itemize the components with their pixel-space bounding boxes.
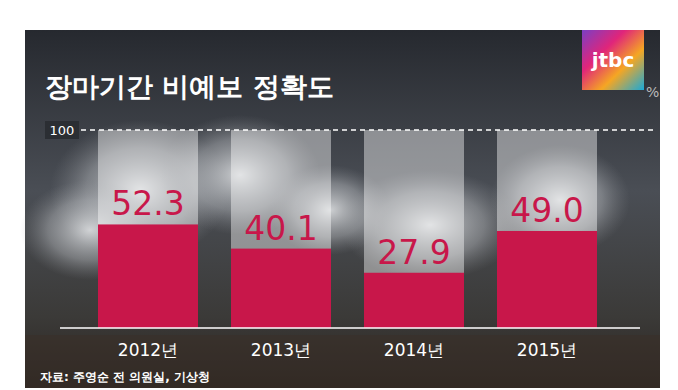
bar xyxy=(231,249,331,328)
tick-label-box xyxy=(45,121,79,139)
tick-label: 100 xyxy=(50,123,75,138)
bar xyxy=(364,273,464,328)
bars xyxy=(98,224,597,328)
category-label: 2013년 xyxy=(251,340,311,360)
bar xyxy=(497,231,597,328)
unit: % xyxy=(646,84,659,100)
bar-backdrop xyxy=(231,130,331,328)
bar xyxy=(98,224,198,328)
baseline xyxy=(60,327,640,329)
background xyxy=(25,30,660,388)
bar-backdrop xyxy=(98,130,198,328)
data-label: 52.3 xyxy=(111,184,184,223)
grid-line xyxy=(45,129,655,131)
data-label: 27.9 xyxy=(377,233,450,272)
chart: 장마기간 비예보 정확도 jtbc% 100 52.3 40.1 27.9 49.0 2012… xyxy=(0,0,678,390)
category-label: 2014년 xyxy=(384,340,444,360)
logo-box xyxy=(582,30,644,90)
category-label: 2012년 xyxy=(118,340,178,360)
bar-backdrop xyxy=(497,130,597,328)
data-label: 49.0 xyxy=(510,191,583,230)
title: 장마기간 비예보 정확도 xyxy=(45,71,334,102)
ground xyxy=(25,335,660,388)
bar-backdrop xyxy=(364,130,464,328)
source: 자료: 주영순 전 의원실, 기상청 xyxy=(40,370,210,384)
logo: jtbc xyxy=(591,48,635,72)
data-label: 40.1 xyxy=(244,209,317,248)
category-label: 2015년 xyxy=(517,340,577,360)
